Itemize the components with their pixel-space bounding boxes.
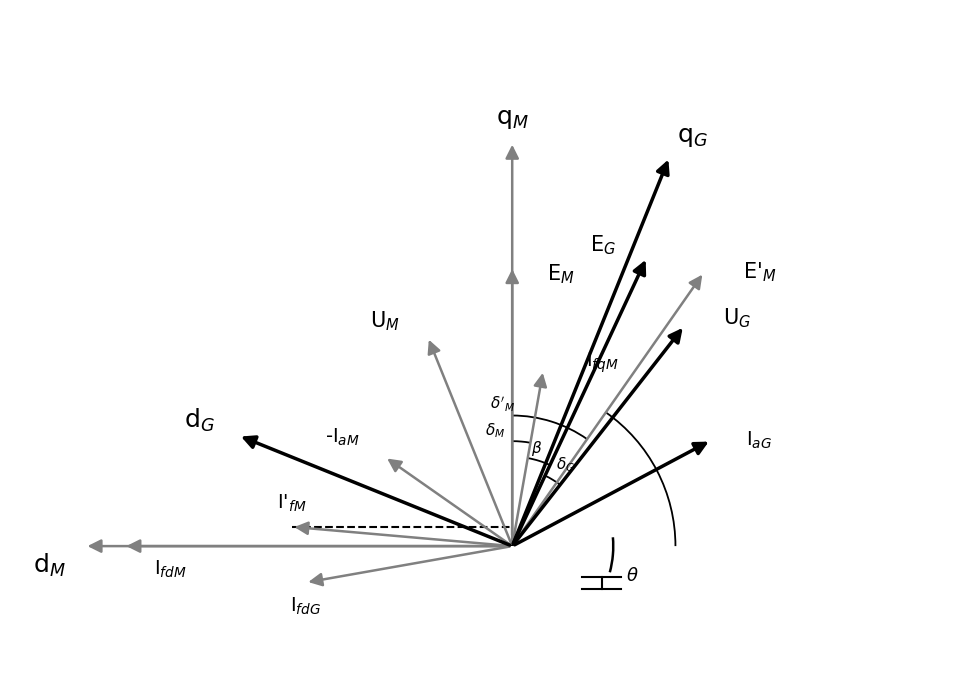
- Text: $\beta$: $\beta$: [531, 440, 543, 458]
- Text: q$_G$: q$_G$: [676, 125, 707, 149]
- Text: $\delta'_M$: $\delta'_M$: [490, 395, 515, 414]
- Text: -I$_{aM}$: -I$_{aM}$: [325, 427, 359, 448]
- Text: U$_M$: U$_M$: [370, 310, 399, 334]
- Text: q$_M$: q$_M$: [495, 107, 528, 131]
- Text: $\theta$: $\theta$: [626, 567, 639, 585]
- Text: E$_M$: E$_M$: [547, 262, 575, 286]
- Text: E'$_M$: E'$_M$: [742, 261, 775, 284]
- Text: $\delta_G$: $\delta_G$: [555, 455, 574, 474]
- Text: d$_G$: d$_G$: [184, 407, 215, 433]
- Text: d$_M$: d$_M$: [33, 552, 66, 579]
- Text: I$_{aG}$: I$_{aG}$: [745, 429, 771, 451]
- Text: I$_{fdM}$: I$_{fdM}$: [154, 559, 186, 580]
- Text: E$_G$: E$_G$: [589, 234, 615, 257]
- Text: I$_{fdG}$: I$_{fdG}$: [290, 595, 321, 616]
- Text: I$_{fqM}$: I$_{fqM}$: [585, 350, 618, 374]
- Text: U$_G$: U$_G$: [723, 306, 751, 330]
- Text: I'$_{fM}$: I'$_{fM}$: [276, 493, 306, 514]
- Text: $\delta_M$: $\delta_M$: [484, 422, 505, 440]
